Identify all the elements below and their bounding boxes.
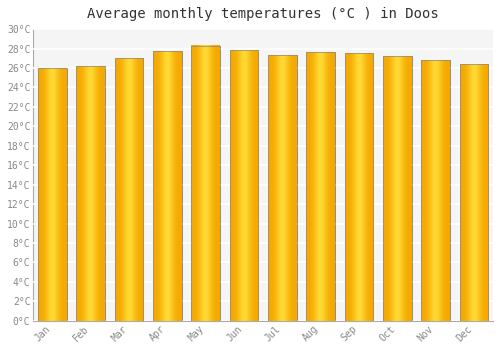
Bar [344,53,374,321]
Bar [268,55,296,321]
Bar [114,58,144,321]
Bar [383,56,412,321]
Bar [421,60,450,321]
Bar [460,64,488,321]
Bar [38,68,67,321]
Bar [230,50,258,321]
Title: Average monthly temperatures (°C ) in Doos: Average monthly temperatures (°C ) in Do… [88,7,439,21]
Bar [421,60,450,321]
Bar [192,46,220,321]
Bar [153,51,182,321]
Bar [306,52,335,321]
Bar [192,46,220,321]
Bar [306,52,335,321]
Bar [153,51,182,321]
Bar [460,64,488,321]
Bar [344,53,374,321]
Bar [268,55,296,321]
Bar [38,68,67,321]
Bar [230,50,258,321]
Bar [114,58,144,321]
Bar [76,66,105,321]
Bar [383,56,412,321]
Bar [76,66,105,321]
